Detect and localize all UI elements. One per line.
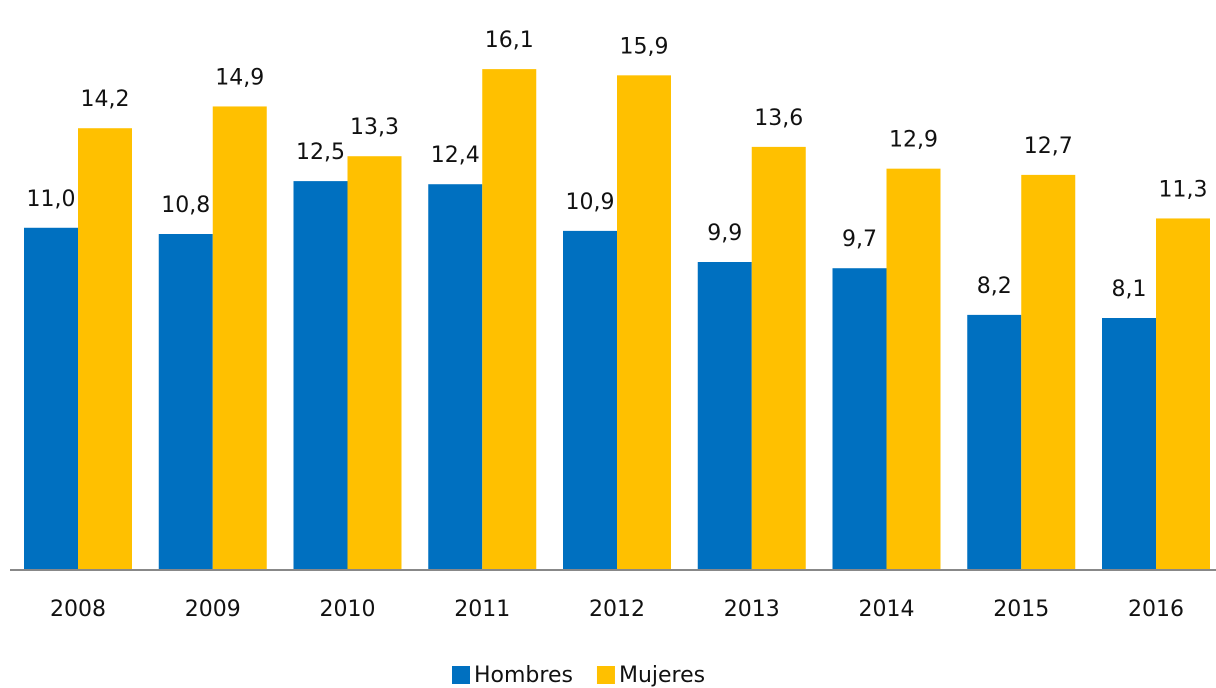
- data-label: 10,8: [161, 193, 210, 218]
- bar: [24, 227, 78, 570]
- bar: [212, 106, 267, 570]
- data-label: 9,9: [707, 221, 742, 246]
- data-label: 9,7: [842, 227, 877, 252]
- data-label: 8,1: [1112, 277, 1147, 302]
- x-tick-label: 2009: [185, 597, 241, 622]
- bar: [697, 262, 752, 570]
- x-tick-label: 2008: [50, 597, 106, 622]
- data-label: 13,3: [350, 115, 399, 140]
- legend-swatch: [596, 666, 615, 684]
- bar: [1021, 174, 1076, 570]
- data-label: 15,9: [620, 34, 669, 59]
- x-tick-label: 2011: [454, 597, 510, 622]
- legend-label: Mujeres: [619, 663, 705, 688]
- bar: [832, 268, 887, 570]
- bar: [428, 184, 483, 570]
- x-tick-label: 2015: [993, 597, 1049, 622]
- legend-swatch: [452, 666, 470, 684]
- legend-label: Hombres: [474, 663, 573, 688]
- bar: [158, 234, 213, 570]
- data-label: 16,1: [485, 28, 534, 53]
- bar: [293, 181, 348, 570]
- bar: [967, 314, 1022, 570]
- bar: [347, 156, 402, 570]
- bar: [1102, 318, 1156, 570]
- x-tick-label: 2014: [859, 597, 915, 622]
- data-label: 12,5: [296, 140, 345, 165]
- x-tick-label: 2016: [1128, 597, 1184, 622]
- data-label: 13,6: [754, 106, 803, 131]
- data-label: 12,7: [1024, 134, 1073, 159]
- data-label: 10,9: [566, 190, 615, 215]
- data-label: 12,4: [431, 143, 480, 168]
- bar: [563, 230, 617, 570]
- data-label: 8,2: [977, 274, 1012, 299]
- bar: [617, 75, 671, 570]
- x-tick-label: 2012: [589, 597, 645, 622]
- data-label: 14,2: [81, 87, 130, 112]
- data-label: 12,9: [889, 128, 938, 153]
- data-label: 14,9: [215, 65, 264, 90]
- bar: [78, 128, 132, 570]
- data-label: 11,3: [1159, 177, 1208, 202]
- x-tick-label: 2013: [724, 597, 780, 622]
- data-label: 11,0: [27, 187, 76, 212]
- bar: [751, 146, 806, 570]
- bar: [1156, 218, 1210, 570]
- bar: [482, 69, 537, 570]
- bar: [886, 168, 941, 570]
- x-tick-label: 2010: [320, 597, 376, 622]
